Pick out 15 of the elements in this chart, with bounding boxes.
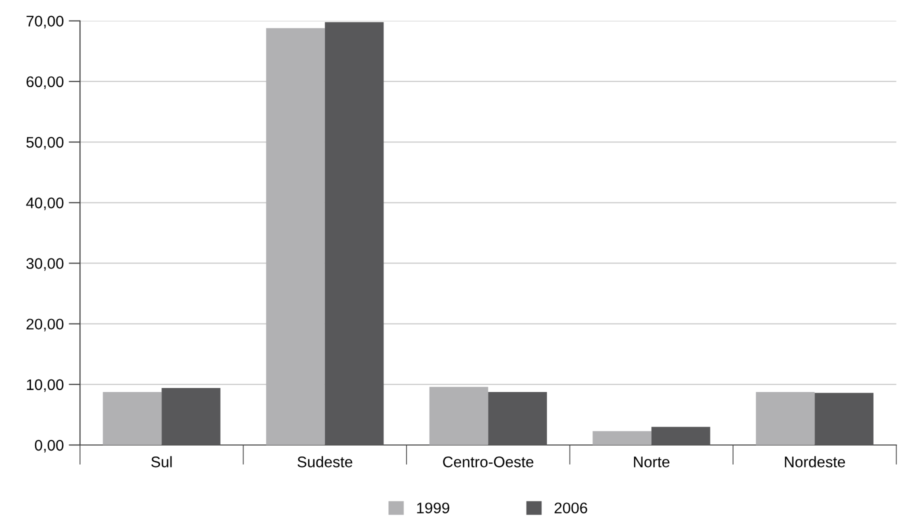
legend-label: 2006 [554, 502, 588, 514]
x-tick-label: Sul [151, 456, 172, 468]
y-tick-label: 10,00 [26, 379, 64, 392]
y-tick-label: 60,00 [26, 76, 64, 89]
y-tick-label: 20,00 [26, 318, 64, 332]
x-tick-label: Centro-Oeste [443, 456, 534, 468]
y-tick-label: 70,00 [26, 16, 64, 28]
y-tick-label: 40,00 [26, 198, 64, 210]
legend-label: 1999 [417, 502, 450, 514]
y-tick-label: 50,00 [26, 136, 64, 150]
y-tick-label: 30,00 [26, 258, 64, 271]
x-tick-label: Nordeste [784, 456, 846, 468]
x-tick-label: Norte [634, 456, 670, 468]
x-tick-label: Sudeste [298, 456, 352, 468]
y-tick-label: 0,00 [34, 440, 64, 452]
